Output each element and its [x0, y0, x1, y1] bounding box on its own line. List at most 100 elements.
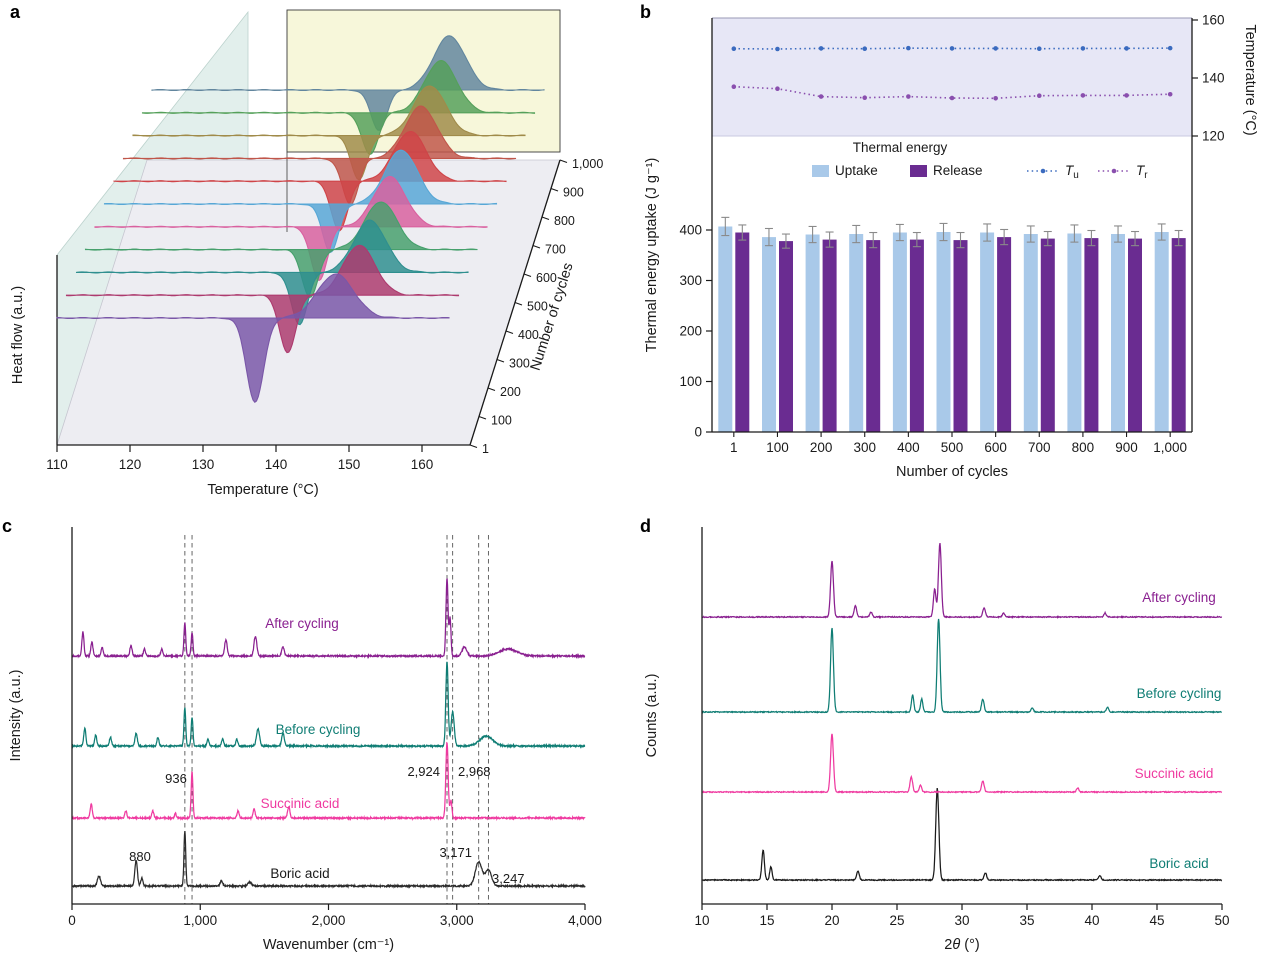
peak-label-2924: 2,924 [407, 764, 440, 779]
temp-marker-Tr [731, 84, 737, 89]
legend-swatch-uptake [812, 165, 829, 177]
peak-label-3247: 3,247 [492, 871, 525, 886]
temp-marker-Tr [1080, 93, 1086, 98]
panel-label-d: d [640, 516, 651, 536]
spectrum-trace-before-cycling [701, 618, 1222, 714]
bar-uptake-cycle-200 [805, 234, 820, 432]
legend-label-Tu: Tu [1065, 163, 1079, 181]
bar-series-group [718, 216, 1186, 432]
x-tick-label: 200 [810, 440, 833, 455]
temp-marker-Tr [1167, 91, 1173, 97]
temp-marker-Tu [1080, 46, 1086, 51]
z-tick [469, 444, 478, 449]
x-tick-label: 45 [1149, 913, 1164, 928]
temp-marker-Tu [818, 46, 824, 51]
z-tick-label: 700 [545, 243, 566, 257]
y2-axis-title: Temperature (°C) [1242, 24, 1258, 135]
panel-c: c Boric acid Succinic acid Before cycling A… [0, 512, 632, 973]
x-tick-label: 800 [1072, 440, 1095, 455]
x-tick-label: 2,000 [312, 913, 346, 928]
legend: Thermal energy Uptake Release Tu Tr [812, 140, 1148, 181]
panel-d: d Boric acid Succinic acid Before cycling A… [634, 512, 1268, 973]
x-tick-label: 900 [1115, 440, 1138, 455]
temp-marker-Tu [906, 45, 911, 51]
temp-marker-Tr [775, 86, 780, 92]
x-tick-label: 1,000 [183, 913, 217, 928]
z-tick [487, 387, 496, 392]
temp-marker-Tu [1167, 45, 1173, 51]
x-tick-label: 100 [766, 440, 789, 455]
bar-release-cycle-600 [997, 237, 1012, 432]
temp-marker-Tu [949, 46, 955, 51]
legend-swatch-release [910, 165, 927, 177]
bar-uptake-cycle-100 [762, 237, 776, 432]
x-tick-label: 600 [984, 440, 1007, 455]
x-tick-label: 130 [192, 457, 215, 472]
dsc-curve-cycle-500 [103, 149, 498, 254]
temp-marker-Tr [993, 96, 998, 101]
spectrum-trace-after-cycling [71, 578, 586, 660]
temp-marker-Tr [1124, 93, 1129, 98]
z-tick [550, 187, 559, 192]
xrd-pattern-chart: Boric acid Succinic acid Before cycling Aft… [644, 527, 1230, 953]
x-tick-label: 20 [824, 913, 839, 928]
x-tick-group: 110 120 130 140 150 160 [46, 445, 433, 472]
temp-marker-Tu [993, 46, 998, 51]
x-tick-label: 700 [1028, 440, 1051, 455]
bar-release-cycle-300 [866, 240, 881, 432]
spectrum-trace-succinic-acid [701, 733, 1223, 794]
thermal-energy-bar-chart: 0 100 200 300 400 120 140 160 1 100 200 300 400 500 60… [644, 13, 1258, 481]
y-axis-title: Counts (a.u.) [644, 674, 660, 758]
dsc-curve-cycle-700 [122, 105, 517, 206]
y-tick-label: 300 [679, 273, 702, 288]
temp-marker-Tu [775, 46, 780, 52]
dsc-curve-cycle-1,000 [151, 35, 545, 131]
x-tick-label: 3,000 [440, 913, 474, 928]
panel-label-c: c [2, 516, 13, 536]
legend-label-Tr: Tr [1136, 163, 1148, 181]
z-tick [541, 216, 550, 221]
z-tick-label: 1 [482, 442, 489, 456]
bar-release-cycle-1 [735, 232, 750, 432]
spectrum-trace-before-cycling [71, 661, 586, 750]
bar-release-cycle-100 [779, 241, 793, 432]
y-tick-label: 100 [679, 374, 702, 389]
legend-marker-Tu [1040, 168, 1046, 174]
bar-release-cycle-1,000 [1171, 238, 1186, 432]
x-tick-label: 150 [338, 457, 361, 472]
bar-uptake-cycle-500 [936, 232, 951, 432]
y-tick-label: 400 [679, 223, 702, 238]
x-axis-title: Number of cycles [896, 464, 1008, 480]
bar-release-cycle-800 [1084, 238, 1099, 432]
trace-label-succinic-acid: Succinic acid [261, 796, 340, 811]
z-tick [496, 358, 505, 363]
temp-marker-Tu [862, 46, 868, 52]
bar-uptake-cycle-800 [1067, 233, 1082, 432]
peak-label-880: 880 [129, 849, 151, 864]
y2-tick-label: 120 [1202, 129, 1225, 144]
x-tick-label: 35 [1019, 913, 1034, 928]
x-tick-label: 0 [68, 913, 76, 928]
x-axis-title: 2θ (°) [944, 937, 979, 953]
bar-uptake-cycle-1 [718, 226, 733, 432]
y2-tick-label: 160 [1202, 13, 1225, 28]
dsc-curve-cycle-200 [75, 219, 469, 326]
legend-label-uptake: Uptake [835, 163, 878, 178]
bar-release-cycle-900 [1128, 238, 1142, 432]
x-tick-label: 50 [1214, 913, 1229, 928]
temp-series-Tr [731, 84, 1173, 101]
z-tick-label: 900 [563, 186, 584, 200]
trace-label-after-cycling: After cycling [265, 616, 339, 631]
x-tick-label: 1 [730, 440, 738, 455]
y-axis-title: Thermal energy uptake (J g⁻¹) [644, 158, 660, 353]
trace-label-after-cycling: After cycling [1142, 590, 1216, 605]
legend-title: Thermal energy [853, 140, 948, 155]
z-tick-label: 300 [509, 357, 530, 371]
x-tick-label: 110 [46, 457, 68, 472]
temp-marker-Tu [1036, 46, 1042, 52]
trace-label-boric-acid: Boric acid [270, 866, 329, 881]
temp-marker-Tr [1036, 93, 1042, 98]
dsc-curve-cycle-400 [94, 175, 488, 282]
trace-label-succinic-acid: Succinic acid [1135, 766, 1214, 781]
z-tick [505, 330, 514, 335]
